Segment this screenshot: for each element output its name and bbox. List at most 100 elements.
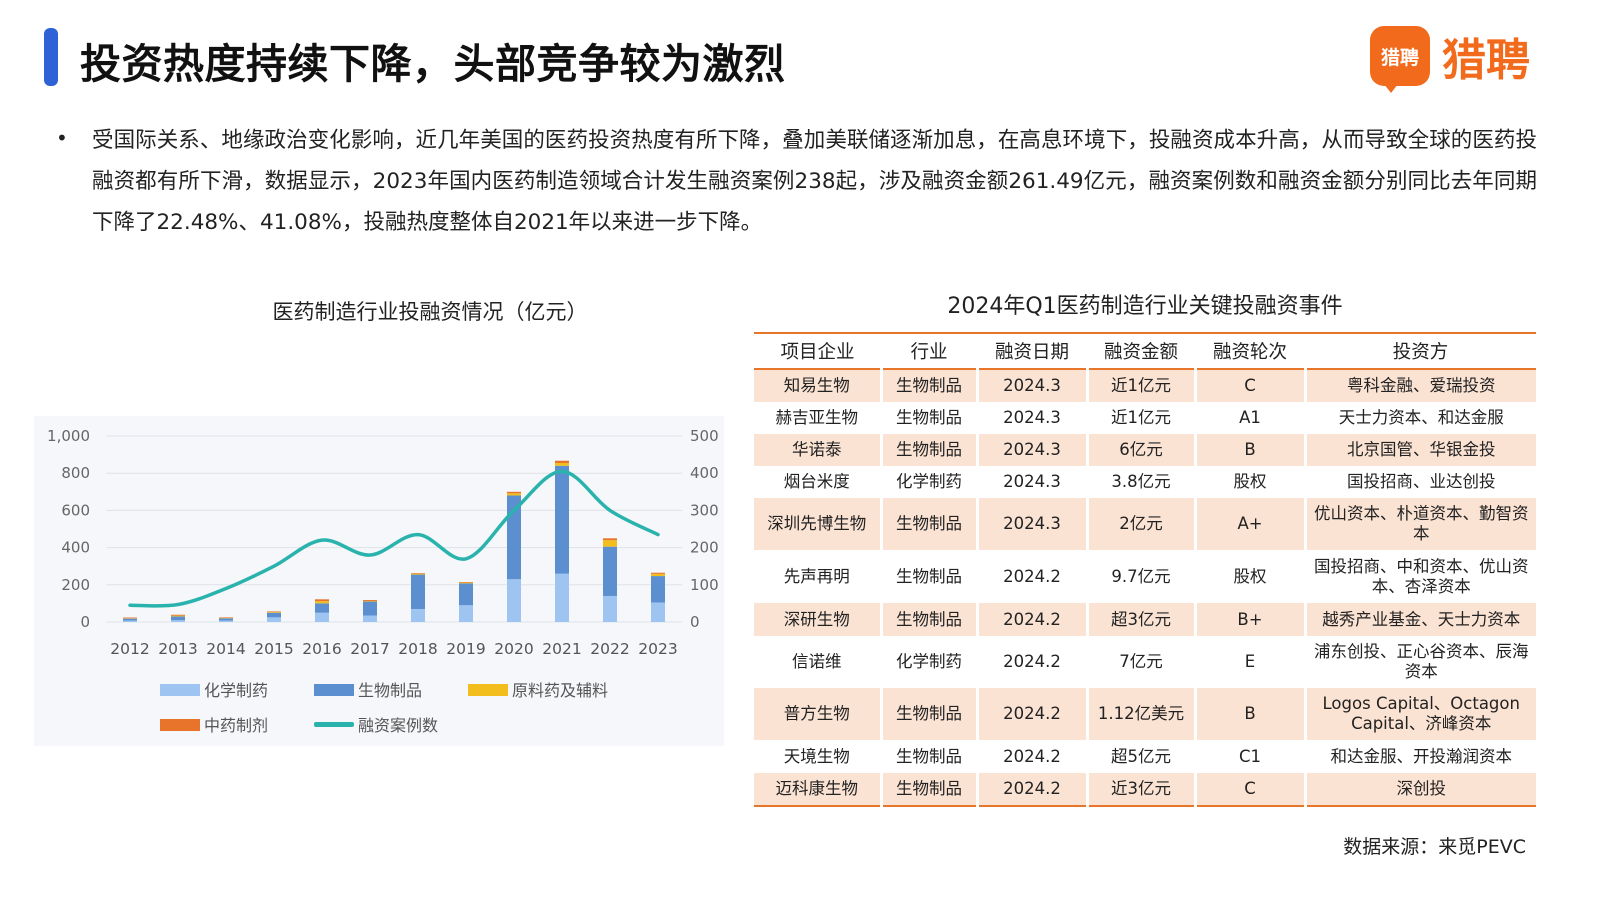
table-row: 赫吉亚生物 生物制品 2024.3 近1亿元 A1 天士力资本、和达金服 [754, 402, 1536, 434]
y-left-tick-label: 1,000 [47, 427, 90, 445]
y-right-tick-label: 0 [690, 613, 700, 631]
cell-investors: 和达金服、开投瀚润资本 [1305, 740, 1536, 773]
logo-text: 猎聘 [1442, 35, 1530, 86]
cell-industry: 生物制品 [881, 550, 979, 603]
bar-segment [459, 582, 473, 584]
cell-amount: 7亿元 [1087, 636, 1197, 688]
cell-company: 信诺维 [754, 636, 883, 688]
cell-company: 深研生物 [754, 603, 883, 636]
bar-segment [363, 601, 377, 616]
bar-segment [651, 576, 665, 603]
table-row: 普方生物 生物制品 2024.2 1.12亿美元 B Logos Capital… [754, 688, 1536, 740]
cell-investors: 国投招商、中和资本、优山资本、杏泽资本 [1305, 550, 1536, 603]
col-header-amount: 融资金额 [1087, 332, 1195, 370]
bar-segment [603, 546, 617, 596]
cell-industry: 生物制品 [881, 603, 979, 636]
bar-segment [459, 582, 473, 583]
table-row: 烟台米度 化学制药 2024.3 3.8亿元 股权 国投招商、业达创投 [754, 466, 1536, 498]
bar-segment [555, 573, 569, 622]
cell-amount: 超3亿元 [1087, 603, 1197, 636]
y-right-tick-label: 200 [690, 539, 719, 557]
bar-segment [459, 605, 473, 622]
bar-segment [411, 573, 425, 575]
legend-swatch [468, 684, 508, 696]
bar-segment [219, 617, 233, 618]
cell-date: 2024.3 [977, 466, 1089, 498]
table-row: 迈科康生物 生物制品 2024.2 近3亿元 C 深创投 [754, 773, 1536, 807]
y-left-tick-label: 200 [61, 576, 90, 594]
cell-date: 2024.2 [977, 636, 1089, 688]
bar-segment [411, 608, 425, 622]
investment-chart: 0 200 400 600 800 1,000 0 100 200 300 400 500 2012 20… [47, 427, 719, 735]
table-row: 华诺泰 生物制品 2024.3 6亿元 B 北京国管、华银金投 [754, 434, 1536, 466]
summary-paragraph: 受国际关系、地缘政治变化影响，近几年美国的医药投资热度有所下降，叠加美联储逐渐加… [92, 128, 1537, 235]
cell-industry: 化学制药 [881, 636, 979, 688]
cell-amount: 3.8亿元 [1087, 466, 1197, 498]
legend-label: 化学制药 [204, 681, 268, 700]
y-right-tick-label: 400 [690, 464, 719, 482]
table-row: 信诺维 化学制药 2024.2 7亿元 E 浦东创投、正心谷资本、辰海资本 [754, 636, 1536, 688]
cell-round: A1 [1195, 402, 1307, 434]
bar-segment [171, 620, 185, 622]
cell-company: 迈科康生物 [754, 773, 883, 807]
table-row: 知易生物 生物制品 2024.3 近1亿元 C 粤科金融、爱瑞投资 [754, 369, 1536, 402]
x-tick-label: 2014 [206, 640, 245, 658]
cell-company: 普方生物 [754, 688, 883, 740]
cell-investors: 浦东创投、正心谷资本、辰海资本 [1305, 636, 1536, 688]
y-right-tick-label: 100 [690, 576, 719, 594]
cell-date: 2024.2 [977, 688, 1089, 740]
title-accent-bar [44, 28, 58, 86]
cell-date: 2024.2 [977, 603, 1089, 636]
y-left-tick-label: 600 [61, 501, 90, 519]
cell-amount: 近1亿元 [1087, 402, 1197, 434]
cell-round: B [1195, 688, 1307, 740]
legend-swatch [314, 722, 354, 727]
cell-company: 深圳先博生物 [754, 498, 883, 550]
y-left-tick-label: 0 [80, 613, 90, 631]
bar-segment [267, 612, 281, 618]
liepin-logo: 猎聘 猎聘 [1370, 24, 1530, 93]
cell-industry: 化学制药 [881, 466, 979, 498]
bar-segment [507, 579, 521, 622]
bar-segment [555, 465, 569, 574]
bar-segment [315, 601, 329, 604]
cell-company: 烟台米度 [754, 466, 883, 498]
bar-segment [603, 595, 617, 622]
cell-amount: 1.12亿美元 [1087, 688, 1197, 740]
cell-company: 赫吉亚生物 [754, 402, 883, 434]
bar-segment [123, 617, 137, 619]
cell-investors: 优山资本、朴道资本、勤智资本 [1305, 498, 1536, 550]
bar-segment [171, 615, 185, 617]
cell-date: 2024.3 [977, 498, 1089, 550]
table-row: 天境生物 生物制品 2024.2 超5亿元 C1 和达金服、开投瀚润资本 [754, 740, 1536, 773]
bar-segment [363, 615, 377, 622]
bar-segment [123, 620, 137, 622]
x-tick-label: 2015 [254, 640, 293, 658]
legend-label: 融资案例数 [358, 716, 438, 735]
bar-segment [411, 574, 425, 609]
investment-events-table: 项目企业 行业 融资日期 融资金额 融资轮次 投资方 知易生物 生物制品 202… [754, 332, 1536, 807]
bar-segment [507, 495, 521, 580]
cell-industry: 生物制品 [881, 498, 979, 550]
x-tick-label: 2012 [110, 640, 149, 658]
bar-segment [315, 612, 329, 622]
cell-investors: Logos Capital、Octagon Capital、济峰资本 [1305, 688, 1536, 740]
col-header-industry: 行业 [881, 332, 977, 370]
line-series-deals [128, 469, 660, 608]
x-tick-label: 2019 [446, 640, 485, 658]
cell-company: 天境生物 [754, 740, 883, 773]
cell-round: C [1195, 773, 1307, 807]
cell-date: 2024.2 [977, 550, 1089, 603]
cell-amount: 超5亿元 [1087, 740, 1197, 773]
bar-segment [315, 603, 329, 613]
cell-amount: 2亿元 [1087, 498, 1197, 550]
bar-segment [267, 611, 281, 613]
bullet-dot: • [56, 126, 68, 150]
y-left-tick-label: 400 [61, 539, 90, 557]
legend-label: 生物制品 [358, 681, 422, 700]
cell-investors: 越秀产业基金、天士力资本 [1305, 603, 1536, 636]
bar-segment [651, 573, 665, 577]
x-tick-label: 2018 [398, 640, 437, 658]
bar-segment [267, 611, 281, 612]
cell-investors: 粤科金融、爱瑞投资 [1305, 369, 1536, 402]
